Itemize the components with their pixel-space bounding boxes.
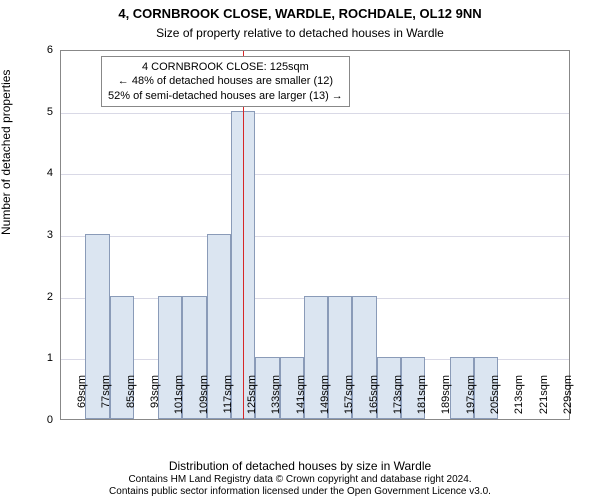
y-tick-label: 4	[13, 167, 53, 179]
gridline	[61, 113, 569, 114]
annotation-line3: 52% of semi-detached houses are larger (…	[108, 89, 343, 103]
footer-line1: Contains HM Land Registry data © Crown c…	[0, 474, 600, 486]
x-tick-label: 69sqm	[76, 375, 88, 425]
y-axis-label: Number of detached properties	[0, 70, 13, 235]
x-tick-label: 221sqm	[538, 375, 550, 425]
x-tick-label: 85sqm	[125, 375, 137, 425]
x-tick-label: 125sqm	[246, 375, 258, 425]
x-tick-label: 157sqm	[343, 375, 355, 425]
footer-line2: Contains public sector information licen…	[0, 486, 600, 498]
annotation-line2: ← 48% of detached houses are smaller (12…	[108, 74, 343, 88]
footer-attribution: Contains HM Land Registry data © Crown c…	[0, 474, 600, 498]
x-axis-label: Distribution of detached houses by size …	[0, 459, 600, 473]
y-tick-label: 2	[13, 291, 53, 303]
x-tick-label: 77sqm	[100, 375, 112, 425]
y-tick-label: 6	[13, 44, 53, 56]
y-tick-label: 5	[13, 106, 53, 118]
y-tick-label: 1	[13, 352, 53, 364]
gridline	[61, 236, 569, 237]
x-tick-label: 117sqm	[222, 375, 234, 425]
x-tick-label: 229sqm	[562, 375, 574, 425]
x-tick-label: 181sqm	[416, 375, 428, 425]
x-tick-label: 213sqm	[513, 375, 525, 425]
x-tick-label: 165sqm	[368, 375, 380, 425]
annotation-line1: 4 CORNBROOK CLOSE: 125sqm	[108, 60, 343, 74]
x-tick-label: 205sqm	[489, 375, 501, 425]
chart-title-line1: 4, CORNBROOK CLOSE, WARDLE, ROCHDALE, OL…	[0, 6, 600, 21]
x-tick-label: 173sqm	[392, 375, 404, 425]
y-tick-label: 0	[13, 414, 53, 426]
x-tick-label: 149sqm	[319, 375, 331, 425]
chart-container: 4, CORNBROOK CLOSE, WARDLE, ROCHDALE, OL…	[0, 0, 600, 500]
x-tick-label: 109sqm	[198, 375, 210, 425]
x-tick-label: 141sqm	[295, 375, 307, 425]
x-tick-label: 93sqm	[149, 375, 161, 425]
plot-area: 4 CORNBROOK CLOSE: 125sqm← 48% of detach…	[60, 50, 570, 420]
x-tick-label: 197sqm	[465, 375, 477, 425]
annotation-box: 4 CORNBROOK CLOSE: 125sqm← 48% of detach…	[101, 56, 350, 107]
x-tick-label: 133sqm	[270, 375, 282, 425]
x-tick-label: 189sqm	[440, 375, 452, 425]
y-tick-label: 3	[13, 229, 53, 241]
gridline	[61, 174, 569, 175]
chart-title-line2: Size of property relative to detached ho…	[0, 26, 600, 40]
x-tick-label: 101sqm	[173, 375, 185, 425]
